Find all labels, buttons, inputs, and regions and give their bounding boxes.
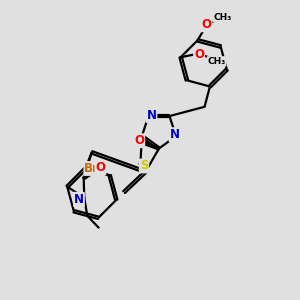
Text: N: N [74, 193, 84, 206]
Text: CH₃: CH₃ [207, 57, 226, 66]
Text: CH₃: CH₃ [213, 13, 232, 22]
Text: Br: Br [84, 162, 99, 175]
Text: O: O [194, 48, 204, 61]
Text: S: S [140, 160, 148, 172]
Text: O: O [202, 18, 212, 31]
Text: N: N [169, 128, 179, 141]
Text: O: O [134, 134, 144, 147]
Text: O: O [95, 161, 105, 174]
Text: N: N [146, 109, 156, 122]
